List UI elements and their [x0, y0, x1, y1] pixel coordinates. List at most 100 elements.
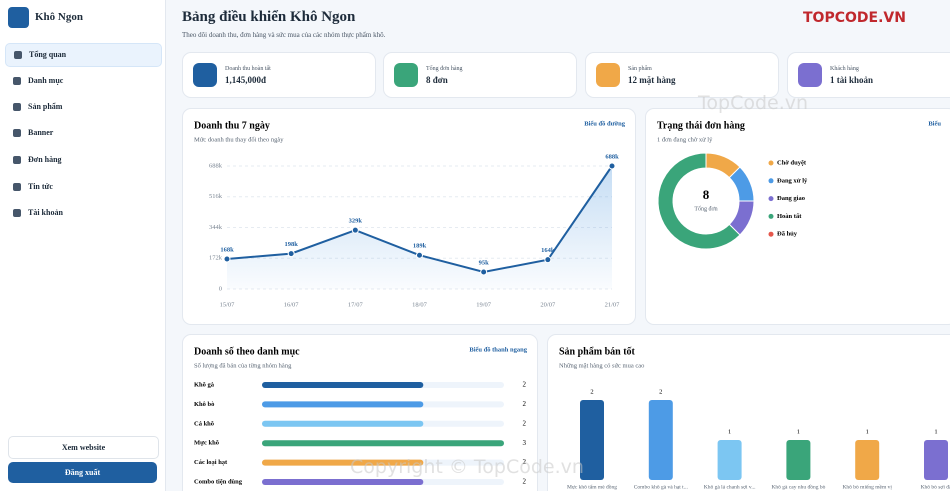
x-tick-label: Khô bò miếng mềm vị [842, 483, 892, 490]
stat-value: 1 tài khoản [830, 75, 874, 85]
center-value: 8 [703, 187, 710, 202]
bar [262, 382, 424, 388]
card-link: Biểu đồ đường [584, 120, 625, 127]
bar [262, 401, 424, 408]
point [287, 250, 295, 258]
brand: Khô Ngon [35, 11, 83, 23]
value-label: 168k [220, 246, 234, 253]
stat-label: Sản phẩm [628, 66, 652, 72]
center-label: Tổng đơn [694, 205, 717, 212]
x-tick-label: Khô bò sợi đậ [921, 484, 950, 490]
point [416, 251, 423, 259]
stat-value: 1,145,000đ [225, 75, 267, 85]
watermark: Copyright © TopCode.vn [350, 456, 584, 478]
nav-label: Tài khoản [28, 208, 63, 217]
nav-item[interactable]: Banner [5, 122, 160, 144]
stat-value: 12 mặt hàng [628, 75, 676, 85]
legend-dot [768, 178, 774, 184]
value-label: 164k [541, 247, 555, 254]
bar [648, 400, 673, 480]
nav-item[interactable]: Tài khoản [5, 202, 160, 224]
card-title: Doanh thu 7 ngày [194, 120, 270, 131]
nav-label: Danh mục [28, 76, 64, 85]
legend-dot [768, 196, 774, 202]
category-label: Khô gà [194, 381, 215, 388]
bar [580, 400, 604, 480]
y-tick-label: 516k [209, 193, 223, 200]
y-tick-label: 688k [209, 162, 223, 169]
stat-card: Sản phẩm 12 mặt hàng [585, 52, 779, 98]
y-tick-label: 172k [209, 255, 223, 262]
value-label: 1 [866, 428, 869, 435]
nav-label: Tin tức [28, 182, 53, 191]
value-label: 1 [797, 428, 800, 435]
brand-icon [8, 7, 29, 28]
point [351, 226, 359, 234]
x-tick-label: 16/07 [284, 301, 300, 308]
value-label: 2 [523, 381, 527, 389]
category-label: Mực khô [194, 440, 219, 447]
legend-label: Đã hủy [777, 231, 798, 238]
legend-label: Đang giao [777, 195, 805, 202]
bar [855, 440, 880, 480]
nav-label: Tổng quan [29, 50, 67, 59]
nav-item[interactable]: Đơn hàng [5, 149, 160, 171]
value-label: 198k [284, 241, 298, 248]
x-tick-label: 15/07 [220, 301, 236, 308]
value-label: 189k [413, 243, 427, 250]
value-label: 2 [523, 400, 527, 408]
x-tick-label: 19/07 [476, 301, 492, 308]
legend-label: Chờ duyệt [777, 159, 807, 166]
area [227, 166, 612, 289]
value-label: 2 [523, 458, 527, 466]
card-subtitle: Số lượng đã bán của từng nhóm hàng [194, 362, 292, 369]
point [608, 162, 616, 170]
nav-item[interactable]: Sản phẩm [5, 96, 160, 118]
value-label: 3 [523, 439, 527, 447]
value-label: 688k [605, 153, 619, 160]
stat-card: Tổng đơn hàng 8 đơn [383, 52, 577, 98]
value-label: 2 [590, 388, 593, 395]
bar [717, 440, 742, 480]
stat-label: Khách hàng [830, 66, 859, 72]
legend-dot [768, 213, 774, 219]
logout-button[interactable]: Đăng xuất [8, 462, 157, 483]
x-tick-label: 17/07 [348, 301, 364, 308]
x-tick-label: Khô gà cay nhu đồng bò [771, 483, 825, 490]
nav-item[interactable]: Danh mục [5, 70, 160, 92]
point [223, 255, 231, 263]
card-title: Doanh số theo danh mục [194, 346, 300, 357]
x-tick-label: 18/07 [412, 301, 428, 308]
x-tick-label: 21/07 [605, 301, 621, 308]
card-subtitle: Mức doanh thu thay đổi theo ngày [194, 136, 284, 143]
card-subtitle: 1 đơn đang chờ xử lý [657, 136, 713, 143]
legend-label: Hoàn tất [777, 213, 802, 220]
nav-item[interactable]: Tổng quan [5, 43, 162, 67]
legend-label: Đang xử lý [777, 177, 808, 184]
value-label: 2 [659, 388, 662, 395]
page-title: Bảng điều khiển Khô Ngon [182, 9, 356, 25]
card-link: Biểu [928, 120, 941, 127]
nav-label: Banner [28, 128, 54, 137]
card-title: Sản phẩm bán tốt [559, 346, 636, 357]
point [480, 268, 488, 276]
category-label: Cá khô [194, 420, 214, 427]
view-website-button[interactable]: Xem website [8, 436, 159, 459]
card-subtitle: Những mặt hàng có sức mua cao [559, 362, 644, 369]
category-label: Combo tiện dùng [194, 478, 243, 485]
value-label: 2 [523, 419, 527, 427]
stat-label: Doanh thu hoàn tất [225, 66, 271, 72]
bar [924, 440, 948, 480]
x-tick-label: Khô gà lá chanh sợi v... [704, 484, 756, 490]
value-label: 2 [523, 478, 527, 486]
bar [262, 420, 424, 427]
legend-dot [768, 160, 774, 166]
stat-card: Khách hàng 1 tài khoản [787, 52, 950, 98]
nav-label: Sản phẩm [28, 102, 63, 111]
nav-item[interactable]: Tin tức [5, 176, 160, 198]
logo: TOPCODE.VN [803, 10, 906, 26]
category-label: Khô bò [194, 401, 214, 408]
legend-dot [768, 231, 774, 237]
